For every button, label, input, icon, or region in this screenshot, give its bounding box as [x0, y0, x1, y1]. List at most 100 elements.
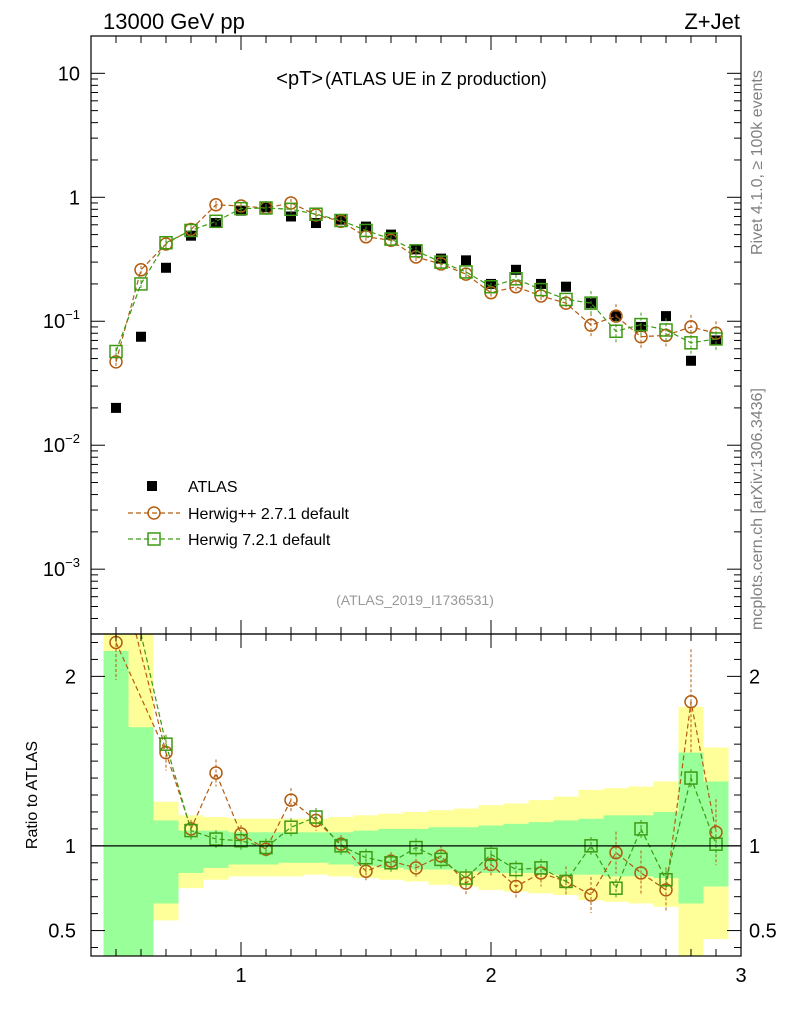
herwig7-main-point: [484, 279, 498, 294]
legend-herwig7-marker: [147, 532, 161, 546]
atlas-data-point: [161, 262, 171, 273]
analysis-id-watermark: (ATLAS_2019_I1736531): [336, 592, 494, 608]
herwig7-main-point: [659, 323, 673, 337]
herwig7-ratio-point: [359, 850, 373, 865]
herwig7-main-point: [209, 214, 223, 229]
atlas-data-point: [111, 402, 121, 413]
herwigpp-ratio-point: [509, 879, 523, 894]
herwig7-ratio-point: [559, 874, 573, 889]
stat-band-bin: [153, 820, 179, 904]
x-tick-label: 3: [735, 965, 746, 987]
atlas-data-point: [261, 202, 271, 213]
herwig7-main-point: [709, 332, 723, 346]
herwigpp-ratio-point: [234, 827, 248, 841]
main-y-tick-label: 10: [58, 63, 80, 85]
herwigpp-ratio-point: [209, 766, 223, 780]
herwigpp-main-point: [209, 198, 223, 212]
herwig7-ratio-point: [534, 861, 548, 875]
herwigpp-main-point: [584, 318, 598, 332]
herwig7-ratio-point: [159, 737, 173, 751]
herwig7-ratio-point: [309, 810, 323, 824]
herwig7-ratio-point: [659, 872, 673, 887]
stat-band-bin: [553, 820, 579, 875]
stat-band-bin: [578, 818, 604, 875]
herwig7-main-point: [559, 292, 573, 307]
herwigpp-main-line: [115, 202, 717, 363]
herwigpp-ratio-point: [284, 793, 298, 807]
herwig7-main-point: [609, 324, 623, 339]
herwig7-main-point: [684, 336, 698, 350]
plot-title-main: <pT>: [276, 68, 323, 90]
legend-atlas-marker: [147, 481, 157, 491]
legend-atlas-label: ATLAS: [188, 479, 238, 496]
herwig7-ratio-point: [634, 822, 648, 836]
herwig7-ratio-point: [384, 856, 398, 870]
herwigpp-ratio-point: [584, 888, 598, 902]
herwig7-main-point: [309, 207, 323, 221]
herwig7-main-point: [234, 201, 248, 216]
herwig7-ratio-point: [184, 823, 198, 838]
herwig7-main-point: [634, 317, 648, 332]
herwig7-main-point: [384, 232, 398, 246]
herwigpp-ratio-offscale-line: [135, 633, 167, 753]
atlas-data-point: [511, 264, 521, 275]
herwig7-ratio-point: [234, 834, 248, 848]
stat-band-bin: [703, 781, 729, 887]
stat-band-bin: [453, 827, 479, 872]
herwig7-main-point: [184, 223, 198, 238]
atlas-data-point: [561, 281, 571, 292]
ratio-uncertainty-bands: [103, 634, 729, 956]
herwig7-ratio-point: [409, 840, 423, 855]
ratio-y-tick-label-right: 1: [749, 836, 760, 858]
stat-band-bin: [378, 828, 404, 868]
herwig7-ratio-offscale-line: [140, 633, 167, 745]
ratio-y-tick-label-left: 1: [65, 836, 76, 858]
herwig7-ratio-point: [259, 840, 273, 855]
herwig7-main-line: [115, 207, 717, 352]
atlas-data-point: [711, 335, 721, 346]
herwig7-main-point: [134, 277, 148, 291]
herwig7-main-point: [584, 296, 598, 310]
herwigpp-ratio-point: [484, 857, 498, 872]
herwig7-ratio-point: [509, 862, 523, 877]
herwigpp-ratio-point: [634, 866, 648, 880]
collision-energy-label: 13000 GeV pp: [103, 9, 245, 34]
ratio-axis-label: Ratio to ATLAS: [24, 741, 41, 849]
herwig7-main-point: [409, 244, 423, 258]
ratio-y-tick-label-left: 0.5: [48, 921, 76, 943]
herwig7-ratio-point: [609, 881, 623, 895]
herwigpp-ratio-point: [409, 861, 423, 875]
legend: ATLAS Herwig++ 2.7.1 default Herwig 7.2.…: [128, 479, 350, 549]
atlas-data-point: [286, 211, 296, 222]
ratio-y-tick-label-left: 2: [65, 666, 76, 688]
atlas-data-point: [661, 311, 671, 322]
herwig7-main-point: [159, 235, 173, 250]
atlas-data-point: [461, 255, 471, 266]
atlas-data-point: [311, 218, 321, 229]
main-y-tick-label: 1: [69, 187, 80, 209]
main-y-tick-label: 10−1: [43, 307, 80, 333]
herwig7-ratio-point: [459, 871, 473, 885]
herwig7-ratio-point: [709, 837, 723, 851]
atlas-data-point: [686, 355, 696, 366]
herwig7-main-point: [284, 202, 298, 217]
stat-band-bin: [303, 832, 329, 863]
herwigpp-main-point: [109, 355, 123, 369]
ratio-y-tick-label-right: 0.5: [749, 921, 777, 943]
herwig7-main-point: [359, 223, 373, 238]
herwig7-main-point: [259, 201, 273, 215]
herwig7-main-point: [334, 213, 348, 228]
main-y-tick-label: 10−3: [43, 555, 80, 581]
stat-band-bin: [103, 650, 129, 956]
stat-band-bin: [478, 825, 504, 873]
atlas-data-point: [136, 331, 146, 342]
herwigpp-ratio-point: [659, 883, 673, 897]
mcplots-reference-label: mcplots.cern.ch [arXiv:1306.3436]: [749, 388, 766, 630]
herwigpp-main-point: [134, 263, 148, 277]
herwigpp-ratio-point: [609, 845, 623, 860]
plot-title-sub: (ATLAS UE in Z production): [325, 69, 547, 89]
x-tick-label: 2: [485, 965, 496, 987]
main-y-tick-label: 10−2: [43, 431, 80, 457]
legend-herwigpp-label: Herwig++ 2.7.1 default: [188, 506, 350, 523]
